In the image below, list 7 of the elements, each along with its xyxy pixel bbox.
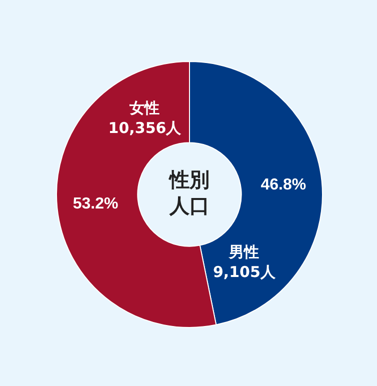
slice-label: 男性 [228,243,260,262]
slice-label: 女性 [128,98,160,117]
text: 53.2% [72,195,118,212]
text: 性別人口 [168,168,210,218]
data-label: 10,356人 [108,118,182,137]
data-label: 9,105人 [212,263,276,282]
text: 46.8% [260,176,306,194]
